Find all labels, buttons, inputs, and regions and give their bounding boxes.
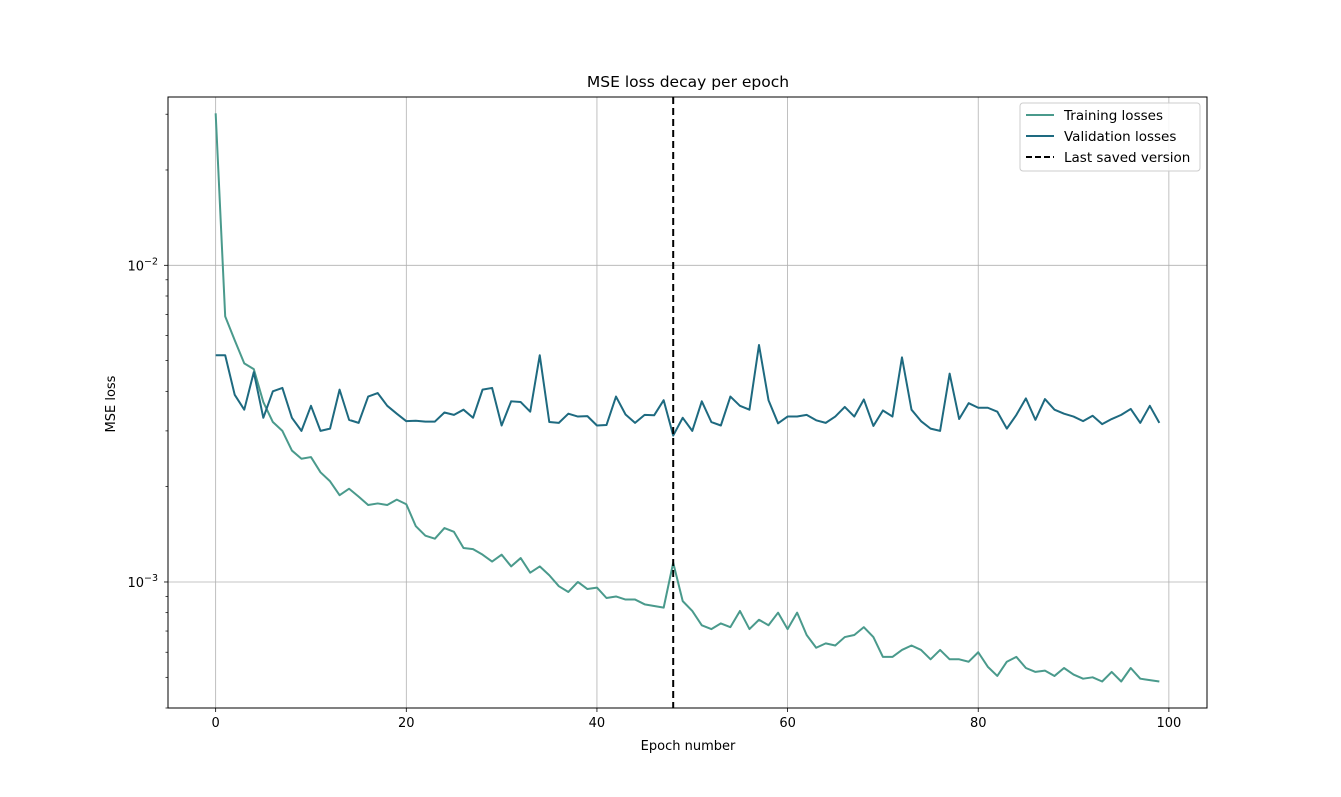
y-axis-ticks: 10−3 10−2: [127, 256, 168, 591]
x-tick-label: 60: [779, 716, 796, 731]
legend-box: [1019, 102, 1201, 172]
grid-lines: [168, 97, 1207, 708]
plot-frame: [167, 96, 1208, 709]
y-axis-label: MSE loss: [104, 375, 119, 432]
legend: Training losses Validation losses Last sav…: [1019, 102, 1201, 172]
x-tick-label: 40: [589, 716, 606, 731]
series-lines: [214, 97, 1161, 708]
validation-losses-line: [215, 344, 1161, 437]
x-tick-label: 0: [212, 716, 220, 731]
x-axis-ticks: 0 20 40 60 80 100: [212, 708, 1181, 731]
x-axis-label: Epoch number: [641, 739, 736, 754]
chart-title: MSE loss decay per epoch: [587, 73, 789, 91]
y-tick-label: 10−2: [127, 256, 158, 274]
legend-label: Last saved version: [1064, 150, 1190, 166]
y-tick-label: 10−3: [127, 573, 158, 591]
legend-label: Validation losses: [1064, 129, 1176, 145]
x-tick-label: 80: [970, 716, 987, 731]
legend-label: Training losses: [1063, 108, 1163, 124]
training-losses-line: [214, 113, 1160, 683]
x-tick-label: 20: [398, 716, 415, 731]
x-tick-label: 100: [1156, 716, 1181, 731]
